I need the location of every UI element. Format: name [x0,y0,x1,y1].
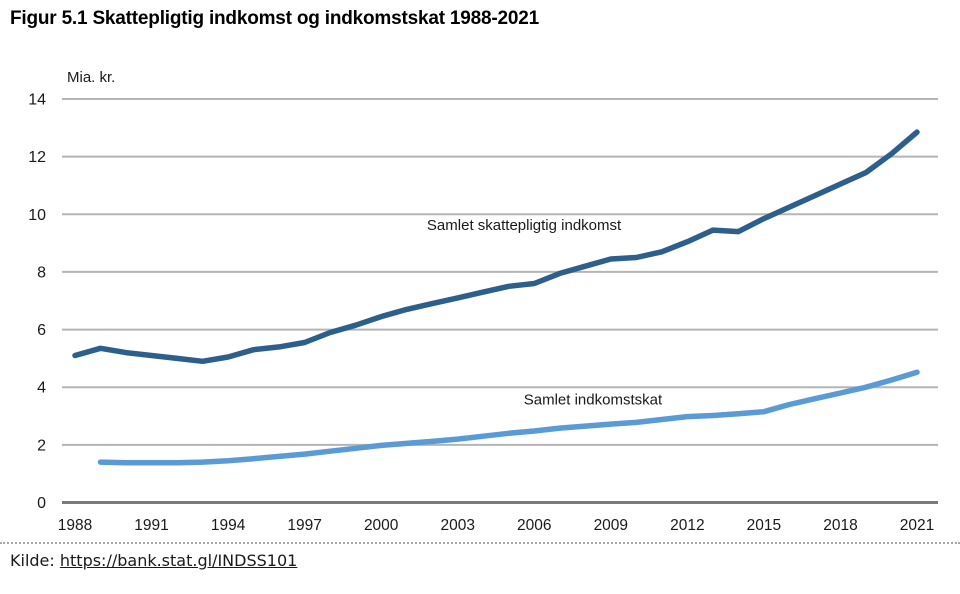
x-tick-label: 2015 [747,517,781,534]
x-tick-label: 1988 [58,517,92,534]
series-line-indkomstskat [97,369,920,466]
y-tick-label: 8 [37,264,46,281]
x-tick-label: 2003 [440,517,474,534]
y-tick-label: 6 [37,322,46,339]
x-tick-label: 1991 [134,517,168,534]
bottom-dotted-divider [0,542,960,544]
series-label: Samlet indkomstskat [524,392,663,409]
y-tick-label: 14 [28,92,46,109]
source-link[interactable]: https://bank.stat.gl/INDSS101 [59,551,298,570]
x-tick-label: 2012 [670,517,704,534]
y-tick-label: 0 [37,495,46,512]
x-tick-label: 2018 [823,517,857,534]
y-tick-label: 10 [28,207,46,224]
x-tick-label: 2021 [900,517,934,534]
y-tick-label: 12 [28,149,46,166]
y-axis-unit-label: Mia. kr. [67,69,115,86]
x-tick-label: 1994 [211,517,246,534]
figure-title: Figur 5.1 Skattepligtig indkomst og indk… [10,8,539,29]
x-tick-label: 2006 [517,517,551,534]
y-tick-label: 2 [37,437,46,454]
source-label: Kilde: [10,551,55,570]
x-tick-label: 2009 [594,517,628,534]
y-tick-label: 4 [37,380,46,397]
series-line-skattepligtig-indkomst [72,129,920,365]
x-tick-label: 1997 [287,517,321,534]
x-tick-label: 2000 [364,517,399,534]
source-line: Kilde: https://bank.stat.gl/INDSS101 [10,551,297,570]
series-label: Samlet skattepligtig indkomst [427,217,622,234]
